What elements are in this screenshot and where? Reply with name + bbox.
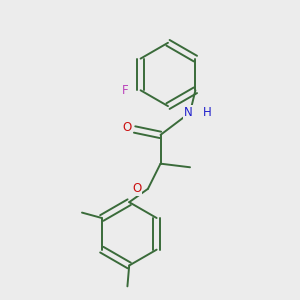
Text: F: F xyxy=(122,84,129,97)
Text: N: N xyxy=(184,106,193,119)
Text: H: H xyxy=(203,106,212,119)
Text: O: O xyxy=(123,121,132,134)
Text: O: O xyxy=(133,182,142,195)
